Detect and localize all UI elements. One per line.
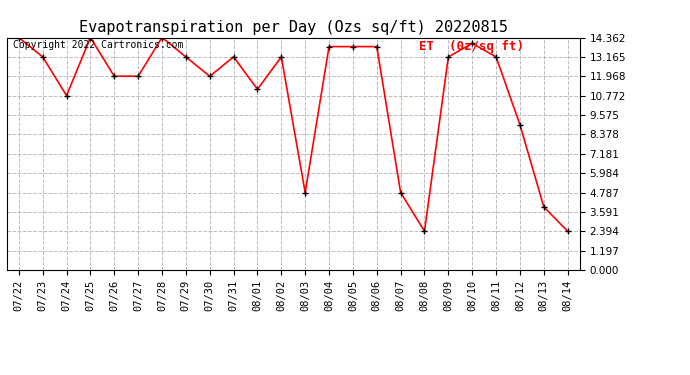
Title: Evapotranspiration per Day (Ozs sq/ft) 20220815: Evapotranspiration per Day (Ozs sq/ft) 2… xyxy=(79,20,508,35)
Text: Copyright 2022 Cartronics.com: Copyright 2022 Cartronics.com xyxy=(12,40,183,50)
Text: ET  (0z/sq ft): ET (0z/sq ft) xyxy=(420,40,524,53)
